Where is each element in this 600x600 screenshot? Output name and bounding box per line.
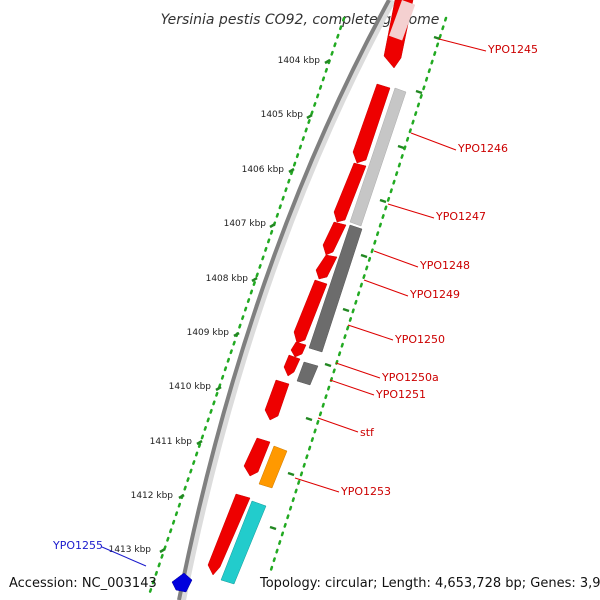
gene-arrow-ypo1249[interactable]	[293, 279, 328, 344]
gene-arrow-ypo1254[interactable]	[207, 493, 251, 576]
gene-label[interactable]: stf	[360, 426, 375, 439]
gene-label[interactable]: YPO1251	[375, 388, 426, 401]
gene-label[interactable]: YPO1250	[394, 333, 445, 346]
cds-block-ypo1253[interactable]	[258, 445, 288, 489]
accession-text: Accession: NC_003143	[9, 576, 157, 591]
gene-label[interactable]: YPO1253	[340, 485, 391, 498]
ruler-tick-1412: 1412 kbp	[131, 491, 185, 501]
gene-arrow-ypo1250a-red[interactable]	[290, 341, 307, 358]
gene-arrow-ypo1246[interactable]	[352, 83, 391, 164]
gene-label[interactable]: YPO1246	[457, 142, 508, 155]
ruler-tick-1413: 1413 kbp	[109, 545, 166, 555]
ruler-tick-1406: 1406 kbp	[242, 165, 295, 175]
gene-label[interactable]: YPO1255	[52, 539, 103, 552]
gene-arrow-stf[interactable]	[264, 379, 290, 421]
footer-bg-right	[256, 572, 596, 592]
gene-labels: YPO1245 YPO1246 YPO1247 YPO1248 YPO1249 …	[52, 43, 538, 552]
kbp-label: 1404 kbp	[278, 56, 321, 66]
map-title: Yersinia pestis CO92, complete genome	[161, 12, 440, 28]
kbp-label: 1412 kbp	[131, 491, 174, 501]
ruler-tick-1404: 1404 kbp	[278, 56, 331, 66]
kbp-label: 1408 kbp	[206, 274, 249, 284]
gene-arrow-ypo1247[interactable]	[333, 162, 367, 223]
ruler-tick-1405: 1405 kbp	[261, 110, 313, 120]
ruler-tick-1411: 1411 kbp	[150, 437, 203, 447]
inner-dotted-guide	[262, 16, 448, 594]
label-leaders	[294, 38, 487, 493]
kbp-label: 1413 kbp	[109, 545, 152, 555]
kbp-label: 1410 kbp	[169, 382, 212, 392]
ruler-tick-1408: 1408 kbp	[206, 274, 258, 284]
inner-ticks	[269, 35, 441, 531]
cds-top-fade[interactable]	[389, 0, 416, 41]
ruler-tick-1407: 1407 kbp	[224, 219, 276, 229]
kbp-label: 1405 kbp	[261, 110, 304, 120]
gene-label[interactable]: YPO1248	[419, 259, 470, 272]
cds-block-ypo1250a[interactable]	[296, 361, 319, 386]
gene-label[interactable]: YPO1245	[487, 43, 538, 56]
cds-block-ypo1248[interactable]	[308, 224, 363, 353]
gene-label[interactable]: YPO1249	[409, 288, 460, 301]
kbp-label: 1411 kbp	[150, 437, 193, 447]
backbone	[177, 0, 396, 600]
gene-arrow-ypo1248b[interactable]	[315, 254, 338, 280]
ruler-tick-1409: 1409 kbp	[187, 328, 240, 338]
kbp-label: 1409 kbp	[187, 328, 230, 338]
label-leader-ypo1255	[101, 546, 147, 567]
gene-arrow-ypo1251-red[interactable]	[283, 354, 301, 377]
ruler-tick-1410: 1410 kbp	[169, 382, 222, 392]
cds-block-cyan[interactable]	[220, 500, 267, 585]
footer-bg-left	[4, 572, 147, 592]
cds-blocks	[220, 0, 416, 585]
gene-arrow-ypo1253-red[interactable]	[243, 437, 271, 477]
cds-block-ypo1246[interactable]	[349, 87, 407, 227]
gene-label[interactable]: YPO1247	[435, 210, 486, 223]
topology-text: Topology: circular; Length: 4,653,728 bp…	[259, 576, 600, 591]
gene-arrow-ypo1248a[interactable]	[322, 221, 347, 256]
gene-label[interactable]: YPO1250a	[381, 371, 439, 384]
kbp-label: 1406 kbp	[242, 165, 285, 175]
gene-arrow-ypo1255[interactable]	[171, 572, 193, 593]
kbp-label: 1407 kbp	[224, 219, 267, 229]
kbp-ruler: 1404 kbp 1405 kbp 1406 kbp 1407 kbp 1408…	[109, 56, 331, 555]
